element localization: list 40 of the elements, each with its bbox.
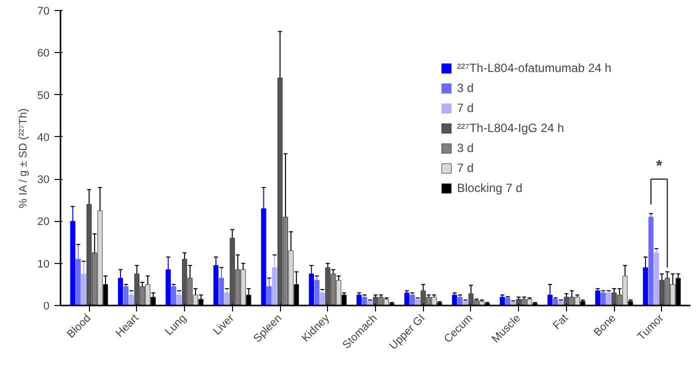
legend-label: 7 d	[457, 161, 475, 175]
bar	[410, 294, 415, 306]
bar	[654, 252, 659, 306]
y-tick-label: 40	[37, 132, 50, 144]
bar	[356, 294, 362, 306]
bar	[595, 290, 600, 306]
bar	[171, 286, 176, 306]
bar	[648, 216, 654, 306]
bar	[600, 292, 606, 306]
bar	[224, 292, 230, 306]
bar	[320, 292, 325, 306]
y-tick-label: 0	[43, 300, 50, 312]
legend-label: ²²⁷Th-L804-IgG 24 h	[457, 121, 564, 135]
legend-label: ²²⁷Th-L804-ofatumumab 24 h	[457, 61, 612, 75]
annotation: *	[656, 158, 664, 175]
bar	[314, 280, 320, 306]
bar	[123, 286, 129, 306]
bar	[452, 294, 458, 306]
bar	[367, 301, 373, 306]
legend-label: 3 d	[457, 141, 475, 155]
bar	[362, 296, 368, 306]
bar	[606, 292, 612, 306]
y-tick-label: 70	[37, 6, 50, 18]
y-tick-label: 20	[37, 216, 50, 228]
bar	[404, 292, 410, 306]
bar	[500, 296, 505, 306]
y-axis-title: % IA / g ± SD (²²⁷Th)	[17, 108, 30, 208]
bar	[457, 296, 463, 306]
x-tick-label: Fat	[550, 312, 571, 332]
legend-label: 3 d	[457, 81, 475, 95]
y-tick-label: 10	[37, 258, 50, 270]
bar	[128, 294, 134, 306]
bar	[462, 301, 468, 306]
bar	[176, 294, 182, 306]
y-tick-label: 30	[37, 174, 50, 186]
legend-label: 7 d	[457, 101, 475, 115]
y-tick-label: 50	[37, 90, 50, 102]
y-tick-label: 60	[37, 48, 50, 60]
bar	[415, 298, 420, 306]
legend-label: Blocking 7 d	[457, 181, 522, 195]
